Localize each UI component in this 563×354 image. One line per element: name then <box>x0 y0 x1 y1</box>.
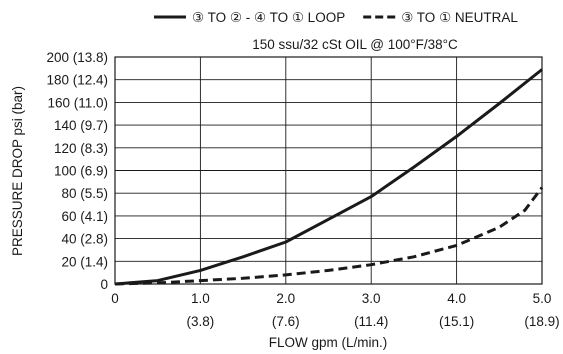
x-tick-label: 2.0 <box>276 291 295 306</box>
y-tick-label: 80 (5.5) <box>61 186 108 201</box>
y-tick-label: 40 (2.8) <box>61 232 108 247</box>
series-line-loop <box>114 68 543 286</box>
x-tick-label: 3.0 <box>362 291 381 306</box>
series-lines <box>114 68 544 286</box>
y-tick-label: 0 <box>100 277 108 292</box>
x-tick-sublabel: (7.6) <box>272 314 300 329</box>
y-axis-label: PRESSURE DROP psi (bar) <box>10 86 25 256</box>
legend-item: ③ TO ② - ④ TO ① LOOP <box>154 10 345 25</box>
y-tick-label: 200 (13.8) <box>46 50 108 65</box>
y-tick-labels: 0 20 (1.4) 40 (2.8) 60 (4.1) 80 (5.5) 100 (6.… <box>46 50 108 292</box>
y-tick-label: 160 (11.0) <box>47 95 108 110</box>
y-tick-label: 20 (1.4) <box>61 254 108 269</box>
series-line-neutral <box>114 186 544 286</box>
legend: ③ TO ② - ④ TO ① LOOP ③ TO ① NEUTRAL <box>154 10 518 25</box>
y-tick-label: 120 (8.3) <box>54 141 108 156</box>
y-tick-label: 140 (9.7) <box>54 118 108 133</box>
x-tick-label: 1.0 <box>191 291 210 306</box>
y-tick-label: 100 (6.9) <box>54 164 108 179</box>
y-tick-label: 60 (4.1) <box>61 209 108 224</box>
legend-item: ③ TO ① NEUTRAL <box>363 10 518 25</box>
plot-frame <box>114 56 543 285</box>
x-tick-sublabel: (3.8) <box>187 314 215 329</box>
grid <box>114 56 543 285</box>
x-tick-label: 5.0 <box>533 291 552 306</box>
chart-subtitle: 150 ssu/32 cSt OIL @ 100°F/38°C <box>252 37 458 52</box>
x-tick-labels: 0 1.0 (3.8) 2.0 (7.6) 3.0 (11.4) 4.0 (15.1) 5.0 (1… <box>111 291 559 329</box>
legend-label: ③ TO ① NEUTRAL <box>401 10 518 25</box>
legend-label: ③ TO ② - ④ TO ① LOOP <box>192 10 345 25</box>
x-tick-sublabel: (18.9) <box>524 314 559 329</box>
x-tick-sublabel: (11.4) <box>354 314 388 329</box>
x-tick-label: 4.0 <box>447 291 466 306</box>
x-tick-label: 0 <box>111 291 119 306</box>
y-tick-label: 180 (12.4) <box>46 73 108 88</box>
x-tick-sublabel: (15.1) <box>439 314 474 329</box>
x-axis-label: FLOW gpm (L/min.) <box>269 335 388 350</box>
